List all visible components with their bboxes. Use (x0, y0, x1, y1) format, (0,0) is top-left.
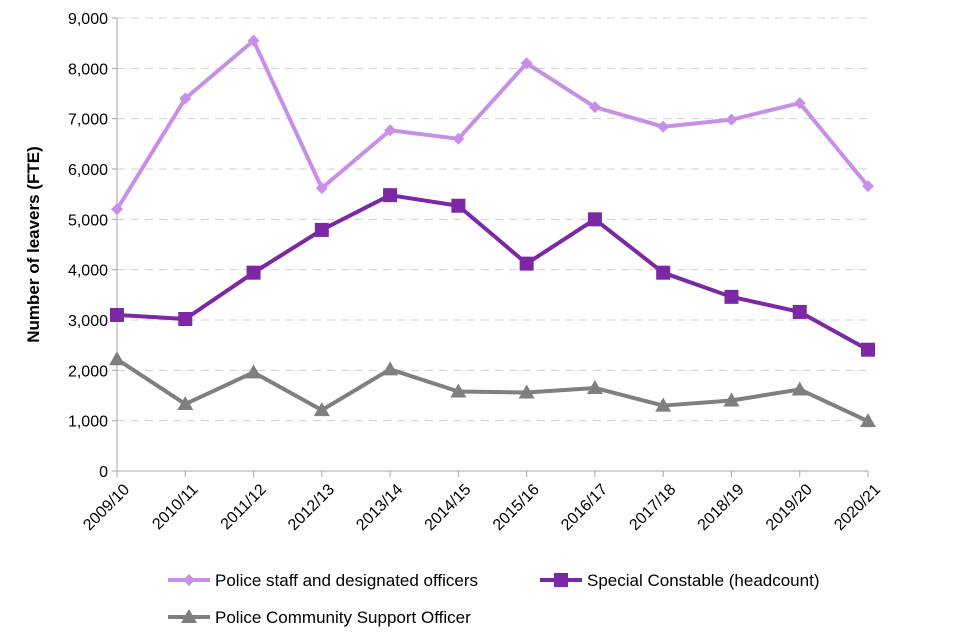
data-point (723, 392, 740, 407)
data-point (177, 396, 194, 411)
data-point (110, 307, 124, 322)
data-point (587, 212, 602, 227)
data-point (792, 304, 807, 319)
data-point (860, 413, 876, 428)
y-tick-label: 4,000 (68, 263, 108, 280)
data-point (450, 383, 467, 398)
data-point (861, 342, 875, 357)
axis-layer: 0 1,000 2,000 3,000 4,000 5,000 6,000 7,000 8,00… (24, 11, 884, 534)
x-tick-label: 2013/14 (353, 481, 406, 534)
legend-label: Police staff and designated officers (215, 571, 478, 590)
x-tick-label: 2018/19 (695, 481, 748, 534)
data-point (518, 384, 535, 399)
legend-label: Special Constable (headcount) (587, 571, 819, 590)
x-tick-label: 2017/18 (626, 481, 679, 534)
data-point (179, 92, 192, 105)
data-point (586, 379, 603, 394)
data-point (382, 361, 399, 376)
data-point (245, 364, 262, 379)
data-point (246, 265, 261, 280)
data-point (384, 124, 397, 137)
y-tick-label: 9,000 (68, 11, 108, 28)
x-tick-label: 2016/17 (558, 481, 611, 534)
data-point (109, 351, 125, 366)
legend-item: Special Constable (headcount) (540, 571, 819, 590)
grid-layer (117, 17, 868, 422)
y-axis-title: Number of leavers (FTE) (24, 146, 43, 343)
legend-marker (181, 609, 197, 623)
y-tick-label: 0 (99, 464, 108, 481)
series-line (115, 357, 869, 423)
data-point (656, 265, 671, 280)
y-tick-label: 8,000 (68, 61, 108, 78)
legend-marker (183, 574, 195, 586)
series-1 (111, 34, 874, 216)
x-tick-label: 2011/12 (218, 481, 270, 533)
data-point (519, 256, 534, 271)
x-tick-label: 2020/21 (831, 481, 884, 534)
data-point (452, 132, 465, 145)
data-point (111, 203, 123, 216)
data-point (520, 57, 533, 70)
legend-marker (554, 573, 568, 587)
series-layer (109, 34, 876, 428)
data-point (247, 34, 260, 47)
data-point (725, 113, 738, 126)
legend-label: Police Community Support Officer (215, 608, 471, 627)
series-3 (109, 351, 876, 428)
y-tick-label: 5,000 (68, 212, 108, 229)
y-tick-label: 7,000 (68, 112, 108, 129)
data-point (588, 101, 601, 114)
x-tick-label: 2009/10 (80, 481, 133, 534)
y-tick-label: 6,000 (68, 162, 108, 179)
data-point (724, 289, 739, 304)
data-point (793, 97, 806, 110)
legend-item: Police staff and designated officers (168, 571, 478, 590)
data-point (791, 381, 808, 396)
x-tick-label: 2010/11 (149, 481, 201, 533)
data-point (178, 311, 193, 326)
data-point (862, 180, 874, 193)
x-tick-label: 2014/15 (422, 481, 475, 534)
legend-item: Police Community Support Officer (168, 608, 471, 627)
legend: Police staff and designated officers Spec… (168, 571, 819, 627)
x-tick-label: 2019/20 (763, 481, 816, 534)
data-point (451, 198, 466, 213)
y-tick-label: 2,000 (68, 363, 108, 380)
x-tick-label: 2015/16 (490, 481, 543, 534)
data-point (315, 182, 328, 195)
series-line (116, 193, 869, 352)
series-2 (110, 188, 875, 357)
data-point (313, 402, 330, 417)
y-tick-label: 3,000 (68, 313, 108, 330)
series-line (115, 38, 870, 211)
data-point (657, 120, 670, 133)
data-point (383, 188, 398, 203)
data-point (314, 222, 329, 237)
y-tick-label: 1,000 (68, 414, 108, 431)
data-point (655, 397, 672, 412)
x-tick-label: 2012/13 (285, 481, 338, 534)
